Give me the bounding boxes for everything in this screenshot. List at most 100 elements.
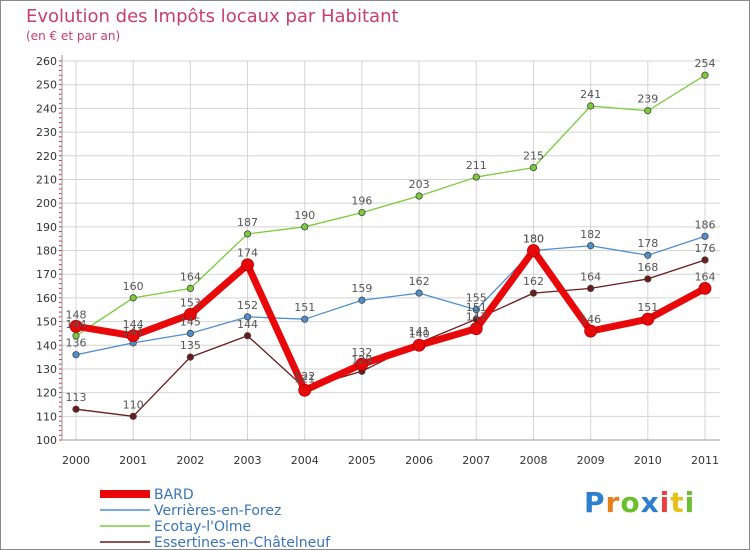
data-point [529, 289, 538, 297]
y-tick-label: 140 [36, 339, 57, 352]
data-point [701, 256, 709, 264]
logo-letter: x [640, 486, 660, 519]
x-tick-label: 2004 [291, 454, 319, 467]
y-tick-label: 130 [36, 363, 57, 376]
data-labels: 1481441531741211321401471801461511641361… [66, 57, 716, 411]
data-label: 110 [123, 398, 144, 411]
y-tick-label: 240 [36, 102, 57, 115]
data-label: 152 [237, 299, 258, 312]
data-label: 254 [695, 57, 716, 70]
data-label: 147 [466, 311, 487, 324]
data-label: 180 [523, 233, 544, 246]
data-point [469, 322, 483, 336]
data-label: 239 [637, 93, 658, 106]
data-label: 151 [637, 301, 658, 314]
data-label: 144 [237, 318, 258, 331]
legend: BARDVerrières-en-ForezEcotay-l'OlmeEsser… [100, 487, 331, 550]
data-label: 190 [294, 209, 315, 222]
data-label: 151 [294, 301, 315, 314]
x-tick-label: 2002 [176, 454, 204, 467]
x-tick-label: 2008 [519, 454, 547, 467]
data-point [644, 107, 652, 115]
data-label: 141 [409, 325, 430, 338]
grid [62, 60, 720, 441]
data-point [527, 244, 540, 257]
legend-label: Essertines-en-Châtelneuf [154, 535, 331, 550]
data-point [358, 296, 366, 304]
data-point [587, 242, 595, 250]
data-point [241, 258, 254, 272]
data-label: 203 [409, 178, 430, 191]
data-point [126, 329, 140, 343]
data-point [129, 412, 137, 420]
data-label: 186 [695, 218, 716, 231]
data-point [415, 289, 423, 297]
data-label: 153 [180, 296, 201, 309]
data-label: 164 [580, 270, 601, 283]
data-point [644, 251, 652, 259]
data-label: 144 [66, 318, 87, 331]
logo-letter: i [684, 486, 696, 519]
data-point [72, 351, 80, 359]
data-label: 168 [637, 261, 658, 274]
logo-letter: r [605, 486, 621, 519]
data-point [415, 192, 423, 200]
logo-letter: o [620, 486, 641, 519]
y-tick-label: 230 [36, 126, 57, 139]
x-tick-label: 2003 [234, 454, 262, 467]
data-label: 160 [123, 280, 144, 293]
data-label: 187 [237, 216, 258, 229]
y-tick-label: 100 [36, 434, 57, 447]
y-tick-label: 220 [36, 150, 57, 163]
data-label: 145 [180, 315, 201, 328]
data-point [72, 405, 80, 413]
data-label: 155 [466, 292, 487, 305]
y-tick-label: 170 [36, 268, 57, 281]
series-line-2 [75, 74, 706, 337]
x-tick-label: 2000 [62, 454, 90, 467]
data-label: 113 [66, 391, 87, 404]
data-point [301, 315, 309, 323]
data-label: 164 [180, 270, 201, 283]
data-label: 164 [695, 270, 716, 283]
data-label: 140 [409, 327, 430, 340]
data-label: 180 [523, 233, 544, 246]
data-point [243, 313, 252, 321]
data-point [183, 308, 197, 321]
y-tick-label: 120 [36, 387, 57, 400]
chart-title: Evolution des Impôts locaux par Habitant [26, 6, 399, 27]
data-point [701, 232, 709, 240]
y-tick-label: 150 [36, 316, 57, 329]
logo-letter: t [670, 486, 685, 519]
y-tick-label: 250 [36, 79, 57, 92]
data-point [698, 281, 712, 295]
data-point [186, 353, 194, 361]
data-point [355, 357, 369, 371]
data-label: 159 [351, 282, 372, 295]
data-point [587, 284, 595, 292]
legend-label: Verrières-en-Forez [154, 503, 281, 519]
data-label: 129 [351, 353, 372, 366]
data-point [129, 294, 137, 302]
data-label: 136 [66, 337, 87, 350]
data-label: 122 [294, 370, 315, 383]
data-label: 176 [695, 242, 716, 255]
data-label: 196 [351, 195, 372, 208]
data-label: 148 [66, 308, 87, 321]
data-label: 132 [351, 346, 372, 359]
data-label: 178 [637, 237, 658, 250]
logo-letter: P [584, 486, 606, 519]
y-tick-label: 110 [36, 410, 57, 423]
data-label: 241 [580, 88, 601, 101]
data-point [186, 329, 194, 338]
data-point [69, 319, 83, 333]
data-point [412, 338, 426, 352]
chart-subtitle: (en € et par an) [26, 29, 120, 43]
x-tick-label: 2001 [119, 454, 147, 467]
proxiti-logo: Proxiti [584, 486, 695, 519]
x-tick-label: 2010 [634, 454, 662, 467]
data-point [641, 312, 655, 326]
data-label: 151 [466, 301, 487, 314]
x-tick-label: 2006 [405, 454, 433, 467]
